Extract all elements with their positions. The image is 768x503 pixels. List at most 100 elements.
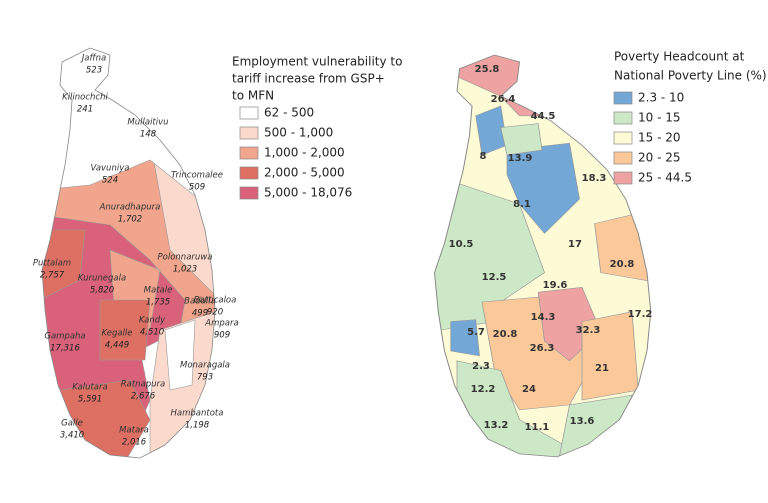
legend-swatch xyxy=(239,146,259,160)
district-value: 920 xyxy=(207,308,223,318)
district xyxy=(164,319,196,391)
district-value: 4,449 xyxy=(105,341,129,351)
district-value: 17 xyxy=(568,239,582,250)
district-value: 2.3 xyxy=(472,361,490,372)
legend-swatch xyxy=(613,151,633,165)
district-value: 509 xyxy=(189,183,205,193)
legend-swatch xyxy=(613,131,633,145)
district-name: Batticaloa xyxy=(194,296,237,306)
district-name: Jaffna xyxy=(80,54,106,64)
district-value: 18.3 xyxy=(582,173,607,184)
district-value: 13.6 xyxy=(570,416,595,427)
district-value: 241 xyxy=(77,105,93,115)
district-value: 20.8 xyxy=(610,259,635,270)
district-name: Vavuniya xyxy=(91,164,130,174)
district-value: 17,316 xyxy=(50,344,80,354)
district-name: Ratnapura xyxy=(121,380,166,390)
district-name: Galle xyxy=(61,419,83,429)
legend-swatch xyxy=(613,91,633,105)
district-value: 5.7 xyxy=(467,327,485,338)
district xyxy=(450,319,480,357)
district-value: 19.6 xyxy=(543,280,568,291)
district-value: 25.8 xyxy=(475,64,500,75)
district-value: 14.3 xyxy=(531,312,556,323)
district-value: 44.5 xyxy=(531,111,556,122)
district-name: Kandy xyxy=(139,316,166,326)
district-name: Badulla xyxy=(184,297,216,307)
legend-title: Employment vulnerability to xyxy=(232,55,402,69)
district-value: 5,820 xyxy=(90,286,114,296)
district-value: 12.2 xyxy=(471,384,496,395)
legend-title: Poverty Headcount at xyxy=(614,50,745,64)
district-value: 20.8 xyxy=(493,329,518,340)
district-name: Hambantota xyxy=(171,409,224,419)
district-name: Trincomalee xyxy=(171,171,223,181)
legend-swatch xyxy=(613,111,633,125)
legend-label: 10 - 15 xyxy=(638,111,681,125)
district-value: 13.2 xyxy=(484,420,509,431)
district xyxy=(506,142,580,234)
district-value: 499 xyxy=(192,309,208,319)
district-value: 26.3 xyxy=(530,343,555,354)
district-name: Puttalam xyxy=(33,259,71,269)
legend-label: 20 - 25 xyxy=(638,151,681,165)
district-value: 8 xyxy=(480,151,487,162)
district xyxy=(99,299,151,361)
district-value: 1,735 xyxy=(146,298,170,308)
legend-label: 500 - 1,000 xyxy=(264,126,333,140)
legend-label: 2,000 - 5,000 xyxy=(264,166,345,180)
legend-swatch xyxy=(239,166,259,180)
district-value: 11.1 xyxy=(525,422,550,433)
district-value: 8.1 xyxy=(513,199,531,210)
district-name: Gampaha xyxy=(44,332,85,342)
district-name: Anuradhapura xyxy=(99,203,161,213)
district-value: 10.5 xyxy=(449,239,474,250)
legend-label: 2.3 - 10 xyxy=(638,91,684,105)
district-value: 13.9 xyxy=(508,153,533,164)
legend-swatch xyxy=(239,106,259,120)
district-value: 24 xyxy=(522,384,536,395)
district-value: 793 xyxy=(197,373,213,383)
district-name: Ampara xyxy=(204,319,238,329)
district-name: Polonnaruwa xyxy=(158,253,213,263)
district xyxy=(42,229,86,301)
district-value: 26.4 xyxy=(491,94,516,105)
district-value: 32.3 xyxy=(576,325,601,336)
legend-swatch xyxy=(613,171,633,185)
district-value: 2,676 xyxy=(131,392,156,402)
legend-label: 62 - 500 xyxy=(264,106,314,120)
district-value: 909 xyxy=(214,331,230,341)
district-value: 3,410 xyxy=(60,431,84,441)
district-name: Mullaitivu xyxy=(127,118,168,128)
district-value: 148 xyxy=(140,130,157,140)
district-value: 523 xyxy=(86,66,102,76)
district-value: 2,757 xyxy=(40,271,65,281)
district-value: 21 xyxy=(595,363,609,374)
legend-swatch xyxy=(239,186,259,200)
legend-swatch xyxy=(239,126,259,140)
district-value: 12.5 xyxy=(482,272,507,283)
district xyxy=(500,123,543,156)
legend-label: 1,000 - 2,000 xyxy=(264,146,345,160)
district-value: 5,591 xyxy=(78,395,102,405)
district-value: 4,510 xyxy=(140,328,164,338)
district-name: Matara xyxy=(119,426,149,436)
legend-label: 15 - 20 xyxy=(638,131,681,145)
legend-title: tariff increase from GSP+ xyxy=(232,72,385,86)
legend-title: to MFN xyxy=(232,89,274,103)
legend-label: 25 - 44.5 xyxy=(638,171,692,185)
district-value: 1,702 xyxy=(118,215,142,225)
legend-label: 5,000 - 18,076 xyxy=(264,186,352,200)
district-value: 1,023 xyxy=(173,265,197,275)
district-value: 17.2 xyxy=(628,309,653,320)
district-name: Kurunegala xyxy=(78,274,126,284)
district-name: Kegalle xyxy=(101,329,132,339)
district-value: 2,016 xyxy=(122,438,147,448)
district-name: Matale xyxy=(144,286,173,296)
district-name: Kalutara xyxy=(72,383,107,393)
legend-title: National Poverty Line (%) xyxy=(614,69,767,83)
district-name: Monaragala xyxy=(180,361,230,371)
district-value: 1,198 xyxy=(185,421,210,431)
district-value: 524 xyxy=(102,176,118,186)
